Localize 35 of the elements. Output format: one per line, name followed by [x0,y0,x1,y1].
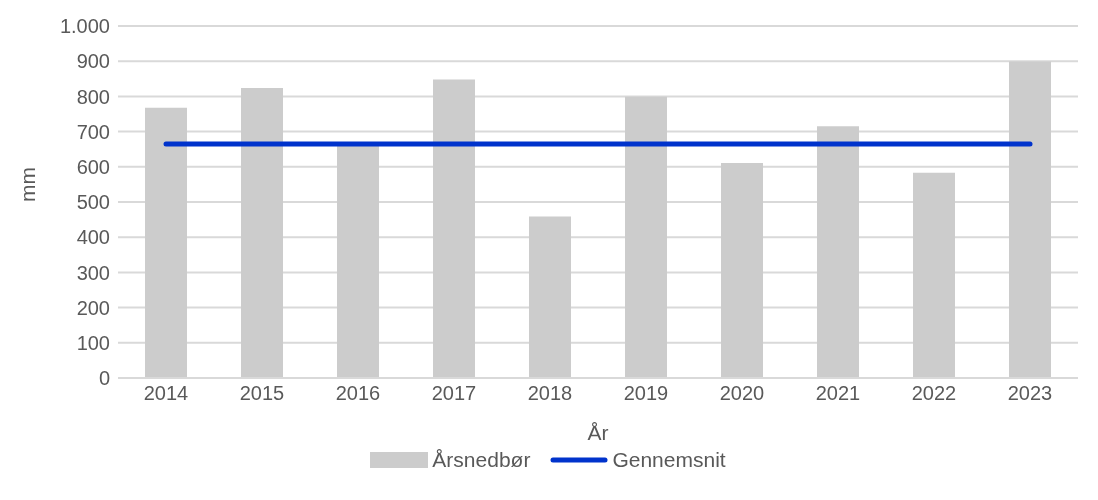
bar [1009,61,1051,378]
x-tick-label: 2021 [815,382,861,405]
bar [241,87,283,378]
y-tick-label: 900 [76,50,110,73]
x-tick-label: 2017 [431,382,477,405]
x-tick-label: 2020 [719,382,765,405]
x-tick-label: 2018 [527,382,573,405]
bar [625,96,667,378]
x-tick-label: 2023 [1007,382,1053,405]
y-tick-label: 100 [76,331,110,354]
bar [721,162,763,378]
legend-label: Gennemsnit [612,448,726,472]
y-axis-title: mm [16,167,40,202]
x-tick-label: 2015 [239,382,285,405]
legend-label: Årsnedbør [432,448,531,472]
bar [817,126,859,378]
y-tick-label: 500 [76,191,110,214]
x-axis-title: År [587,421,609,444]
y-tick-label: 800 [76,85,110,108]
y-tick-label: 0 [98,367,110,390]
x-tick-label: 2016 [335,382,381,405]
bar [433,79,475,378]
x-tick-label: 2022 [911,382,957,405]
bar [913,172,955,378]
x-tick-label: 2014 [143,382,189,405]
y-tick-label: 400 [76,226,110,249]
bar [145,107,187,378]
y-tick-label: 200 [76,296,110,319]
y-tick-label: 1.000 [59,15,110,38]
x-tick-label: 2019 [623,382,669,405]
y-tick-label: 700 [76,120,110,143]
y-tick-label: 600 [76,155,110,178]
bar [529,216,571,378]
y-tick-label: 300 [76,261,110,284]
bar [337,145,379,378]
